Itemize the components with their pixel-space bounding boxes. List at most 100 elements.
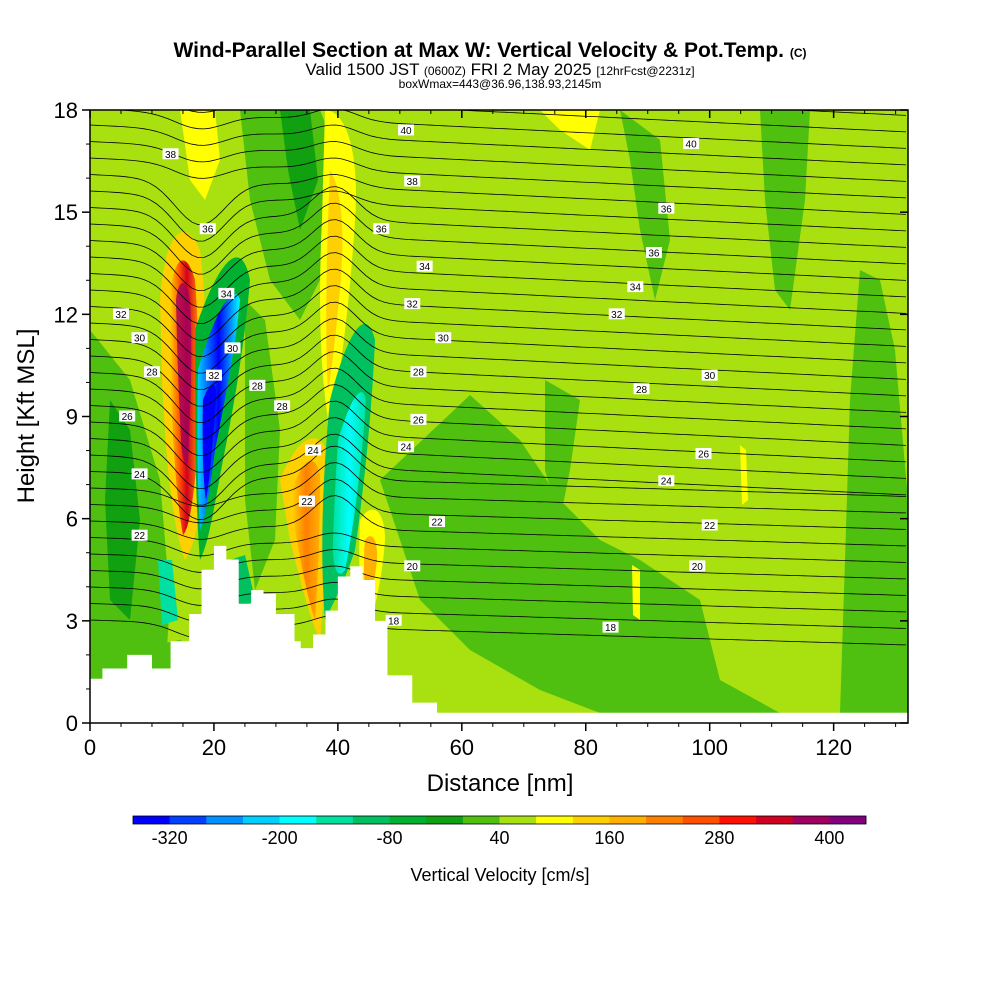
x-tick-label: 100 bbox=[691, 735, 728, 760]
contour-label-bg bbox=[689, 560, 706, 572]
x-tick-label: 20 bbox=[202, 735, 226, 760]
contour-label-bg bbox=[162, 148, 179, 160]
contour-label-bg bbox=[627, 281, 644, 293]
contour-label: 28 bbox=[413, 368, 425, 379]
contour-label-bg bbox=[205, 369, 222, 381]
colorbar-swatch bbox=[756, 816, 793, 824]
contour-label-bg bbox=[305, 444, 322, 456]
contour-label: 28 bbox=[277, 402, 289, 413]
contour-label: 32 bbox=[115, 310, 127, 321]
w-region-mid-west bbox=[245, 300, 280, 590]
contour-label-bg bbox=[298, 495, 315, 507]
colorbar-swatch bbox=[279, 816, 317, 824]
contour-label-bg bbox=[404, 298, 421, 310]
contour-label-bg bbox=[410, 366, 427, 378]
contour-label-bg bbox=[608, 308, 625, 320]
contour-label: 22 bbox=[704, 521, 716, 532]
contour-label-bg bbox=[112, 308, 129, 320]
contour-label-bg bbox=[404, 175, 421, 187]
contour-label-bg bbox=[143, 366, 160, 378]
colorbar-swatch bbox=[316, 816, 354, 824]
theta-line bbox=[186, 110, 907, 133]
theta-line bbox=[90, 367, 907, 440]
contour-label: 40 bbox=[686, 140, 698, 151]
chart-subtitle-box: boxWmax=443@36.96,138.93,2145m bbox=[399, 77, 602, 91]
y-tick-label: 3 bbox=[66, 609, 78, 634]
contour-label-bg bbox=[602, 621, 619, 633]
contour-label-bg bbox=[224, 342, 241, 354]
contour-label: 38 bbox=[407, 177, 419, 188]
potential-temperature-lines bbox=[90, 110, 907, 646]
contour-label: 34 bbox=[630, 283, 642, 294]
theta-line bbox=[90, 285, 907, 358]
y-axis-label: Height [Kft MSL] bbox=[13, 329, 40, 504]
contour-label-bg bbox=[199, 223, 216, 235]
x-tick-label: 120 bbox=[815, 735, 852, 760]
w-region-small-yellow bbox=[740, 445, 748, 505]
y-tick-label: 18 bbox=[54, 98, 78, 123]
contour-label: 32 bbox=[611, 310, 623, 321]
theta-line bbox=[90, 124, 907, 166]
contour-label-bg bbox=[398, 441, 415, 453]
contour-label-bg bbox=[385, 614, 402, 626]
contour-label: 28 bbox=[252, 381, 264, 392]
theta-line bbox=[90, 301, 907, 374]
contour-label-bg bbox=[131, 529, 148, 541]
colorbar-swatch bbox=[572, 816, 610, 824]
theta-line bbox=[90, 384, 907, 457]
theta-line bbox=[90, 157, 907, 199]
colorbar-tick-label: 400 bbox=[814, 828, 844, 848]
w-updraft-1-peak bbox=[176, 283, 192, 464]
w-region-upper-center-core bbox=[280, 110, 318, 230]
contour-label-bg bbox=[398, 124, 415, 136]
theta-line bbox=[90, 252, 907, 325]
contour-label-bg bbox=[683, 138, 700, 150]
contour-label: 24 bbox=[400, 443, 412, 454]
contour-label-bg bbox=[633, 383, 650, 395]
y-tick-label: 15 bbox=[54, 200, 78, 225]
colorbar-tick-label: 280 bbox=[704, 828, 734, 848]
colorbar-swatch bbox=[719, 816, 757, 824]
colorbar-swatch bbox=[829, 816, 867, 824]
contour-label: 28 bbox=[636, 385, 648, 396]
contour-label: 36 bbox=[661, 204, 673, 215]
contour-label: 36 bbox=[648, 249, 660, 260]
contour-label-bg bbox=[435, 332, 452, 344]
colorbar-swatch bbox=[389, 816, 427, 824]
colorbar-tick-label: 40 bbox=[489, 828, 509, 848]
contour-label-bg bbox=[373, 223, 390, 235]
contour-label: 22 bbox=[301, 497, 313, 508]
chart-titles: Wind-Parallel Section at Max W: Vertical… bbox=[173, 39, 806, 91]
contour-label-bg bbox=[429, 516, 446, 528]
theta-line bbox=[90, 478, 907, 530]
contour-label: 30 bbox=[134, 334, 146, 345]
contour-label-bg bbox=[701, 519, 718, 531]
w-region-small-yellow-2 bbox=[632, 565, 640, 620]
colorbar-swatch bbox=[169, 816, 207, 824]
contour-label: 24 bbox=[661, 477, 673, 488]
contour-label: 18 bbox=[605, 623, 617, 634]
y-tick-label: 9 bbox=[66, 405, 78, 430]
theta-line bbox=[90, 445, 907, 521]
w-downdraft-2-core bbox=[332, 392, 366, 574]
contour-label: 32 bbox=[208, 371, 220, 382]
contour-labels: 18 18 20 20 22 22 22 22 24 24 24 24 26 26 26 28 28 28 28 28… bbox=[112, 124, 718, 634]
plot-area: 18 18 20 20 22 22 22 22 24 24 24 24 26 26 26 28 28 28 28 28… bbox=[90, 110, 908, 723]
colorbar-swatch bbox=[426, 816, 464, 824]
x-tick-label: 80 bbox=[574, 735, 598, 760]
theta-line bbox=[90, 351, 907, 424]
theta-line bbox=[90, 400, 907, 473]
theta-line bbox=[90, 495, 907, 547]
theta-line bbox=[90, 219, 907, 292]
x-tick-label: 40 bbox=[326, 735, 350, 760]
theta-line bbox=[90, 268, 907, 341]
contour-label: 40 bbox=[400, 126, 412, 137]
colorbar-label: Vertical Velocity [cm/s] bbox=[410, 865, 589, 885]
contour-label-bg bbox=[645, 247, 662, 259]
colorbar-tick-label: -200 bbox=[262, 828, 298, 848]
contour-label-bg bbox=[658, 475, 675, 487]
colorbar-swatch bbox=[462, 816, 500, 824]
theta-line bbox=[90, 202, 907, 275]
contour-label: 24 bbox=[134, 470, 146, 481]
